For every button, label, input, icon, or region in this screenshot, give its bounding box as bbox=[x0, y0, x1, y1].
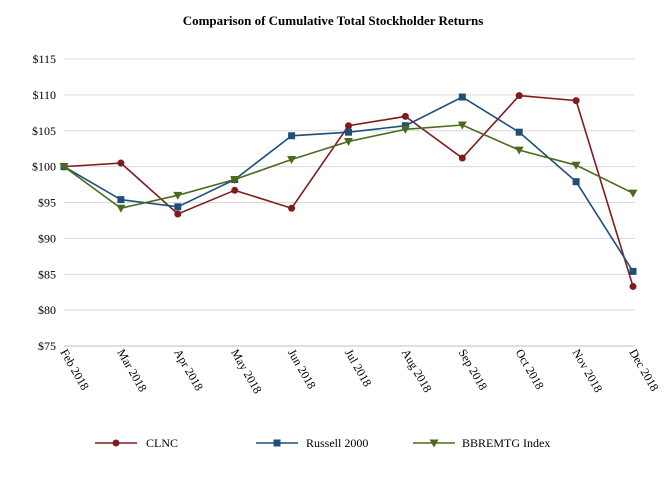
legend-label-russell-2000: Russell 2000 bbox=[306, 436, 368, 450]
x-tick-label: Feb 2018 bbox=[57, 347, 92, 393]
data-point-russell-2000 bbox=[515, 128, 523, 136]
x-tick-label: Nov 2018 bbox=[570, 347, 606, 395]
data-point-clnc bbox=[401, 112, 409, 120]
y-tick-label: $90 bbox=[38, 231, 56, 245]
data-point-bbremtg-index bbox=[230, 176, 240, 185]
data-point-clnc bbox=[231, 186, 239, 194]
data-point-russell-2000 bbox=[401, 122, 409, 130]
data-point-russell-2000 bbox=[458, 93, 466, 101]
gridlines bbox=[64, 58, 635, 311]
data-point-russell-2000 bbox=[345, 128, 352, 136]
x-tick-label: Mar 2018 bbox=[114, 347, 150, 395]
data-point-clnc bbox=[117, 159, 125, 167]
data-point-bbremtg-index bbox=[287, 155, 297, 164]
y-tick-label: $100 bbox=[32, 160, 56, 174]
y-tick-label: $75 bbox=[38, 339, 56, 353]
data-point-clnc bbox=[458, 154, 466, 162]
x-tick-label: May 2018 bbox=[228, 347, 265, 396]
data-point-clnc bbox=[515, 92, 523, 100]
data-point-clnc bbox=[572, 97, 580, 105]
y-tick-label: $85 bbox=[38, 267, 56, 281]
data-point-bbremtg-index bbox=[514, 146, 524, 155]
x-tick-label: Jun 2018 bbox=[285, 347, 319, 392]
data-point-bbremtg-index bbox=[628, 189, 638, 198]
x-tick-label: Oct 2018 bbox=[513, 347, 547, 392]
legend-marker-russell-2000 bbox=[273, 439, 281, 447]
legend: CLNC Russell 2000 BBREMTG Index bbox=[95, 436, 550, 450]
y-axis-ticks: $75 $80 $85 $90 $95 $100 $105 $110 $115 bbox=[32, 52, 56, 353]
x-tick-label: Dec 2018 bbox=[626, 347, 661, 394]
series-lines bbox=[59, 92, 638, 290]
y-tick-label: $110 bbox=[32, 88, 56, 102]
data-point-clnc bbox=[629, 282, 637, 290]
data-point-bbremtg-index bbox=[571, 161, 581, 170]
data-point-bbremtg-index bbox=[59, 163, 69, 172]
data-point-bbremtg-index bbox=[344, 138, 353, 147]
data-point-bbremtg-index bbox=[457, 121, 467, 130]
y-tick-label: $115 bbox=[32, 52, 56, 66]
data-point-bbremtg-index bbox=[116, 204, 126, 213]
data-point-russell-2000 bbox=[117, 196, 125, 204]
data-point-bbremtg-index bbox=[173, 191, 183, 200]
y-tick-label: $105 bbox=[32, 124, 56, 138]
data-point-russell-2000 bbox=[572, 178, 580, 186]
data-point-bbremtg-index bbox=[400, 125, 410, 134]
data-point-clnc bbox=[174, 210, 182, 218]
legend-marker-bbremtg-index bbox=[429, 439, 439, 448]
x-tick-label: Jul 2018 bbox=[342, 347, 375, 390]
x-tick-label: Apr 2018 bbox=[171, 347, 206, 394]
legend-marker-clnc bbox=[112, 439, 120, 447]
y-tick-label: $95 bbox=[38, 196, 56, 210]
data-point-clnc bbox=[345, 122, 352, 130]
x-tick-label: Sep 2018 bbox=[456, 347, 491, 393]
data-point-russell-2000 bbox=[288, 132, 296, 140]
chart-title: Comparison of Cumulative Total Stockhold… bbox=[182, 13, 484, 28]
legend-label-bbremtg-index: BBREMTG Index bbox=[462, 436, 550, 450]
x-tick-label: Aug 2018 bbox=[399, 347, 435, 395]
y-tick-label: $80 bbox=[38, 303, 56, 317]
legend-label-clnc: CLNC bbox=[146, 436, 178, 450]
x-axis-ticks: Feb 2018 Mar 2018 Apr 2018 May 2018 Jun 2018… bbox=[57, 347, 661, 396]
data-point-clnc bbox=[288, 204, 296, 212]
data-point-russell-2000 bbox=[629, 267, 637, 275]
data-point-russell-2000 bbox=[174, 203, 182, 211]
